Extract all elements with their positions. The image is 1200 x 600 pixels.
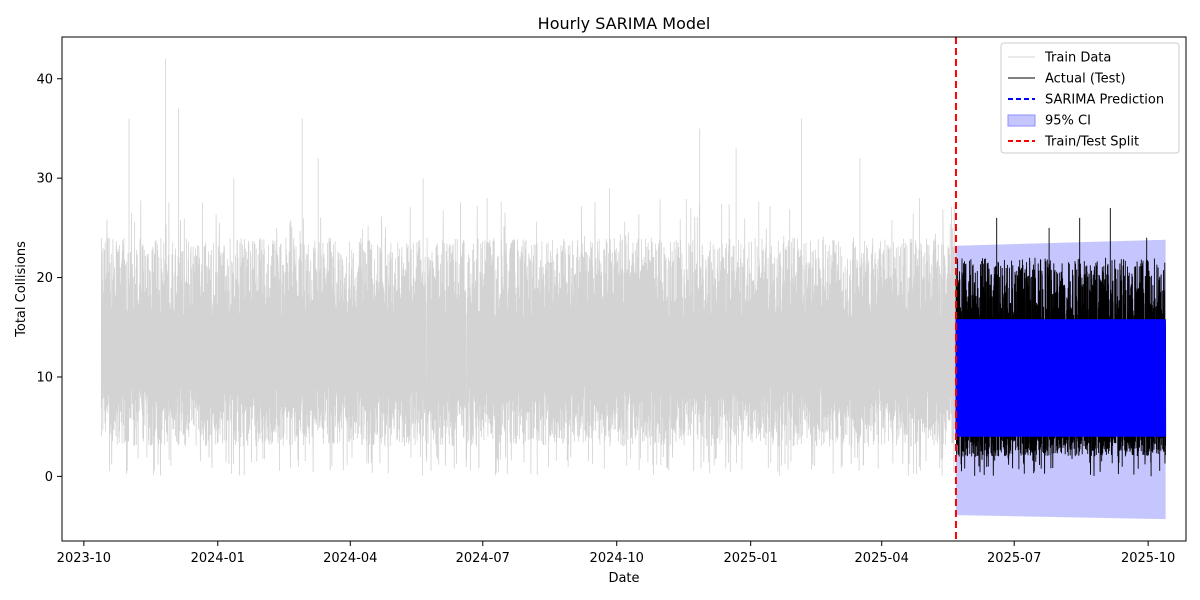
x-axis: 2023-10 2024-01 2024-04 2024-07 2024-10 2025-… (57, 541, 1175, 566)
series-train-data (100, 58, 957, 476)
y-tick-label: 40 (36, 72, 53, 87)
y-tick-label: 10 (36, 370, 53, 385)
x-tick-label: 2024-01 (191, 551, 245, 566)
series-sarima-prediction (955, 319, 1167, 437)
x-axis-title: Date (608, 571, 639, 586)
legend-swatch-95-ci (1007, 114, 1036, 127)
x-tick-label: 2025-10 (1121, 551, 1175, 566)
x-tick-label: 2025-01 (724, 551, 778, 566)
plot-frame (61, 36, 1187, 542)
legend: Train Data Actual (Test) SARIMA Prediction… (1000, 42, 1180, 154)
x-tick-label: 2024-07 (456, 551, 510, 566)
x-tick-label: 2025-07 (987, 551, 1041, 566)
y-tick-label: 20 (36, 271, 53, 286)
legend-label-train-data: Train Data (1044, 51, 1111, 66)
legend-label-actual-test: Actual (Test) (1045, 72, 1126, 87)
x-tick-label: 2024-10 (590, 551, 644, 566)
x-tick-label: 2023-10 (57, 551, 111, 566)
legend-label-sarima-prediction: SARIMA Prediction (1045, 93, 1164, 108)
y-tick-label: 0 (45, 470, 53, 485)
x-tick-label: 2025-04 (855, 551, 909, 566)
plot-area (100, 37, 1167, 541)
y-tick-label: 30 (36, 172, 53, 187)
chart-title: Hourly SARIMA Model (538, 14, 711, 33)
x-tick-label: 2024-04 (323, 551, 377, 566)
y-axis-title: Total Collisions (14, 241, 29, 338)
y-axis: 0 10 20 30 40 (36, 72, 62, 485)
series-actual-test (955, 208, 1167, 477)
legend-frame (1000, 42, 1180, 154)
legend-label-95-ci: 95% CI (1045, 114, 1091, 129)
legend-label-train-test-split: Train/Test Split (1044, 135, 1139, 150)
